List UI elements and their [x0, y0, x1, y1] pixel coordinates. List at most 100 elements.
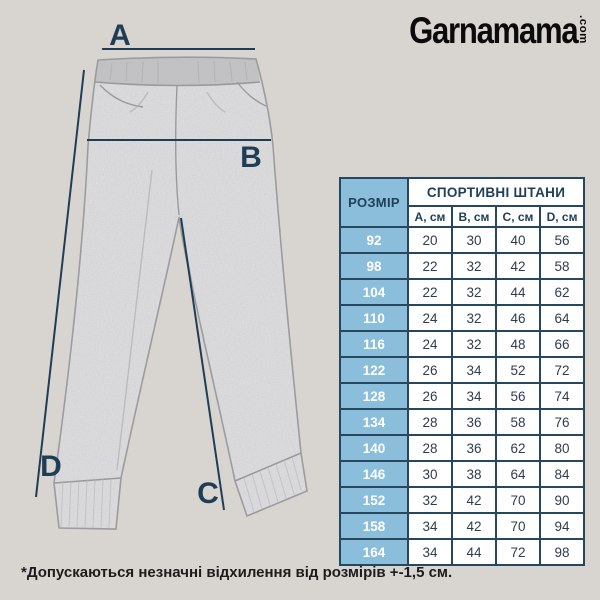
- value-cell: 72: [538, 356, 586, 384]
- value-cell: 32: [451, 252, 497, 280]
- value-cell: 70: [495, 512, 541, 540]
- value-cell: 32: [451, 278, 497, 306]
- column-header: C, см: [495, 205, 541, 228]
- size-cell: 116: [339, 330, 409, 358]
- size-column-header: РОЗМІР: [339, 177, 409, 228]
- size-cell: 134: [339, 408, 409, 436]
- brand-tld: .com: [577, 15, 589, 44]
- value-cell: 48: [495, 330, 541, 358]
- value-cell: 34: [407, 512, 453, 540]
- value-cell: 30: [407, 460, 453, 488]
- size-cell: 164: [339, 538, 409, 566]
- value-cell: 56: [495, 382, 541, 410]
- value-cell: 52: [495, 356, 541, 384]
- value-cell: 58: [538, 252, 586, 280]
- value-cell: 90: [538, 486, 586, 514]
- table-row: 140 28 36 62 80: [339, 434, 586, 462]
- column-header: D, см: [538, 205, 586, 228]
- value-cell: 84: [538, 460, 586, 488]
- table-row: 98 22 32 42 58: [339, 252, 586, 280]
- value-cell: 42: [451, 486, 497, 514]
- value-cell: 62: [495, 434, 541, 462]
- tolerance-footnote: *Допускаються незначні відхилення від ро…: [21, 564, 453, 581]
- value-cell: 76: [538, 408, 586, 436]
- size-cell: 152: [339, 486, 409, 514]
- table-row: 92 20 30 40 56: [339, 226, 586, 254]
- pants-diagram: A B C D: [35, 19, 308, 530]
- value-cell: 36: [451, 408, 497, 436]
- value-cell: 28: [407, 434, 453, 462]
- column-header-row: A, см B, см C, см D, см: [340, 205, 586, 228]
- value-cell: 24: [407, 304, 453, 332]
- value-cell: 32: [407, 486, 453, 514]
- size-cell: 146: [339, 460, 409, 488]
- size-cell: 128: [339, 382, 409, 410]
- value-cell: 44: [451, 538, 497, 566]
- size-cell: 110: [339, 304, 409, 332]
- size-cell: 104: [339, 278, 409, 306]
- size-cell: 122: [339, 356, 409, 384]
- size-cell: 92: [339, 226, 409, 254]
- size-cell: 98: [339, 252, 409, 280]
- value-cell: 56: [538, 226, 586, 254]
- value-cell: 64: [495, 460, 541, 488]
- value-cell: 34: [451, 382, 497, 410]
- measurement-line-d: [35, 69, 85, 498]
- table-row: 122 26 34 52 72: [339, 356, 586, 384]
- measurement-label-b: B: [240, 141, 262, 174]
- value-cell: 72: [495, 538, 541, 566]
- size-chart-table: РОЗМІР СПОРТИВНІ ШТАНИ A, см B, см C, см D,…: [339, 177, 586, 566]
- pants-illustration: [53, 56, 308, 530]
- value-cell: 42: [451, 512, 497, 540]
- table-row: 104 22 32 44 62: [339, 278, 586, 306]
- value-cell: 94: [538, 512, 586, 540]
- size-chart: РОЗМІР СПОРТИВНІ ШТАНИ A, см B, см C, см D,…: [339, 177, 586, 566]
- value-cell: 32: [451, 330, 497, 358]
- brand-name: Garnamama: [408, 10, 579, 51]
- value-cell: 66: [538, 330, 586, 358]
- product-group-header: СПОРТИВНІ ШТАНИ: [406, 177, 586, 207]
- size-cell: 158: [339, 512, 409, 540]
- table-row: 146 30 38 64 84: [339, 460, 586, 488]
- column-header: B, см: [451, 205, 497, 228]
- value-cell: 26: [407, 356, 453, 384]
- table-row: 164 34 44 72 98: [339, 538, 586, 566]
- brand-logo: Garnamama .com: [377, 10, 589, 51]
- table-row: 128 26 34 56 74: [339, 382, 586, 410]
- size-cell: 140: [339, 434, 409, 462]
- value-cell: 34: [407, 538, 453, 566]
- value-cell: 38: [451, 460, 497, 488]
- value-cell: 70: [495, 486, 541, 514]
- value-cell: 22: [407, 252, 453, 280]
- value-cell: 22: [407, 278, 453, 306]
- value-cell: 24: [407, 330, 453, 358]
- measurement-label-d: D: [40, 450, 62, 483]
- value-cell: 64: [538, 304, 586, 332]
- value-cell: 58: [495, 408, 541, 436]
- column-header: A, см: [407, 205, 453, 228]
- table-row: 116 24 32 48 66: [339, 330, 586, 358]
- value-cell: 32: [451, 304, 497, 332]
- value-cell: 74: [538, 382, 586, 410]
- measurement-line-c: [180, 217, 225, 511]
- value-cell: 30: [451, 226, 497, 254]
- value-cell: 80: [538, 434, 586, 462]
- value-cell: 26: [407, 382, 453, 410]
- value-cell: 42: [495, 252, 541, 280]
- value-cell: 40: [495, 226, 541, 254]
- table-row: 158 34 42 70 94: [339, 512, 586, 540]
- value-cell: 20: [407, 226, 453, 254]
- table-row: 152 32 42 70 90: [339, 486, 586, 514]
- measurement-label-a: A: [109, 19, 131, 52]
- value-cell: 98: [538, 538, 586, 566]
- table-row: 110 24 32 46 64: [339, 304, 586, 332]
- value-cell: 36: [451, 434, 497, 462]
- value-cell: 44: [495, 278, 541, 306]
- value-cell: 46: [495, 304, 541, 332]
- measurement-label-c: C: [197, 477, 219, 510]
- value-cell: 34: [451, 356, 497, 384]
- value-cell: 28: [407, 408, 453, 436]
- table-row: 134 28 36 58 76: [339, 408, 586, 436]
- value-cell: 62: [538, 278, 586, 306]
